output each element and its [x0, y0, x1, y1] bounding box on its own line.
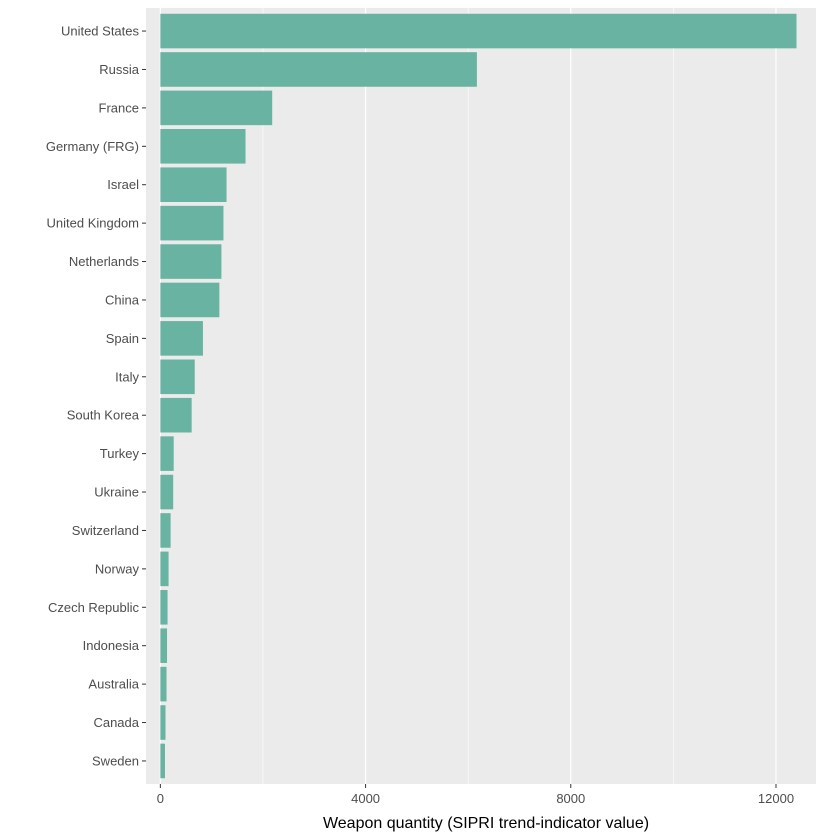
bar [160, 167, 227, 202]
y-tick-label: Netherlands [69, 254, 140, 269]
bar [160, 321, 203, 356]
plot-panel [146, 8, 816, 784]
y-axis: United States Russia France Germany (FRG) Is… [46, 24, 146, 768]
y-tick-label: France [99, 100, 139, 115]
y-tick-label: China [105, 292, 140, 307]
y-tick-label: Sweden [92, 753, 139, 768]
bar [160, 743, 165, 779]
bar [160, 666, 167, 702]
bars [160, 13, 797, 779]
y-tick-label: Russia [99, 62, 140, 77]
y-tick-label: United Kingdom [47, 216, 140, 231]
bar [160, 628, 168, 663]
y-tick-label: Italy [115, 369, 139, 384]
y-tick-label: Norway [95, 561, 140, 576]
bar [160, 129, 246, 164]
bar [160, 13, 797, 49]
y-tick-label: Czech Republic [48, 600, 140, 615]
bar [160, 397, 192, 433]
bar [160, 90, 273, 126]
x-tick-label: 4000 [351, 791, 380, 806]
y-tick-label: Canada [93, 715, 139, 730]
y-tick-label: Israel [107, 177, 139, 192]
y-tick-label: Germany (FRG) [46, 139, 139, 154]
bar [160, 205, 224, 241]
x-tick-label: 8000 [556, 791, 585, 806]
bar [160, 52, 477, 87]
bar [160, 474, 174, 510]
y-tick-label: United States [61, 24, 140, 39]
minor-gridlines [262, 8, 674, 784]
x-tick-label: 12000 [758, 791, 794, 806]
y-tick-label: Indonesia [83, 638, 140, 653]
y-tick-label: Ukraine [94, 485, 139, 500]
y-tick-label: Switzerland [72, 523, 139, 538]
y-tick-label: Australia [88, 677, 139, 692]
bar [160, 244, 222, 279]
bar [160, 551, 169, 587]
bar [160, 282, 220, 318]
y-tick-label: Spain [106, 331, 139, 346]
x-tick-label: 0 [157, 791, 164, 806]
bar [160, 359, 195, 395]
y-tick-label: Turkey [100, 446, 140, 461]
y-tick-label: South Korea [67, 408, 140, 423]
x-axis-title: Weapon quantity (SIPRI trend-indicator v… [323, 815, 649, 832]
bar [160, 705, 166, 740]
bar [160, 436, 174, 471]
bar [160, 590, 168, 625]
x-axis: 0 4000 8000 12000 [157, 784, 794, 806]
bar [160, 513, 171, 548]
